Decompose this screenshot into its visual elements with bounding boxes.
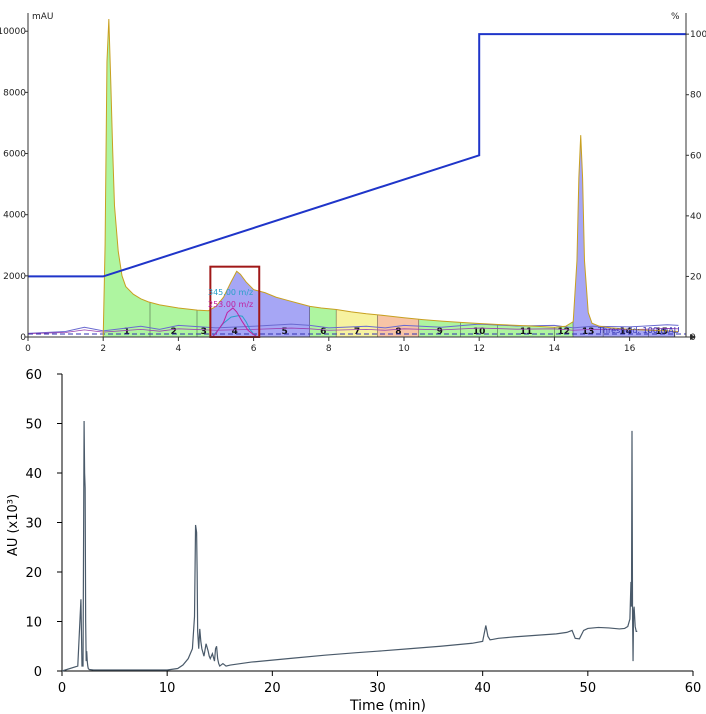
fraction-area-1 — [103, 26, 151, 337]
left-axis-unit-label: mAU — [32, 12, 54, 22]
bottom-x-tick-label-3: 30 — [369, 681, 386, 696]
left-y-tick-label-0: 0 — [20, 333, 26, 343]
left-y-tick-label-5: 10000 — [0, 27, 26, 37]
analytical-chromatogram-panel: 0 10 20 30 40 50 60 0 10 20 30 40 50 60 Time (min) AU… — [6, 368, 701, 714]
fraction-label-15: 15 — [655, 327, 668, 337]
fraction-label-14: 14 — [620, 327, 633, 337]
uv-trace-line — [102, 18, 679, 338]
bottom-y-tick-label-6: 60 — [25, 368, 42, 383]
threshold-annotation: Threshold: 100 mAU — [597, 326, 680, 335]
left-y-tick-label-4: 8000 — [3, 88, 26, 98]
trace-layer — [27, 18, 686, 338]
fraction-area-4 — [210, 271, 260, 337]
bottom-x-tick-label-6: 60 — [685, 681, 702, 696]
bottom-y-tick-label-2: 20 — [25, 566, 42, 581]
x-tick-label-2: 4 — [176, 344, 182, 354]
right-y-tick-label-1: 20 — [690, 272, 702, 282]
x-axis-arrow — [690, 334, 696, 340]
baseline-trace-line — [27, 323, 679, 334]
x-tick-label-5: 10 — [398, 344, 410, 354]
fraction-area-2 — [150, 302, 198, 337]
bottom-x-tick-label-2: 20 — [264, 681, 281, 696]
fraction-label-10: 10 — [473, 327, 486, 337]
right-y-tick-label-5: 100 — [690, 30, 706, 40]
bottom-y-tick-label-3: 30 — [25, 517, 42, 532]
bottom-x-tick-label-1: 10 — [159, 681, 176, 696]
gradient-percent-line — [28, 33, 686, 278]
right-y-tick-label-3: 60 — [690, 151, 702, 161]
fraction-label-3: 3 — [201, 327, 207, 337]
fraction-regions: 1 2 3 4 5 6 7 8 9 10 11 12 13 14 15 — [103, 26, 676, 337]
fraction-label-1: 1 — [124, 327, 130, 337]
prep-chromatogram-panel: 1 2 3 4 5 6 7 8 9 10 11 12 13 14 15 0 2 4 6 8 10 12 14 1602000… — [0, 12, 706, 354]
bottom-trace-layer — [61, 421, 638, 672]
fraction-area-13 — [573, 135, 604, 337]
fraction-area-9 — [419, 319, 461, 337]
left-y-tick-label-1: 2000 — [3, 272, 26, 282]
x-tick-label-8: 16 — [624, 344, 636, 354]
fraction-label-5: 5 — [281, 327, 287, 337]
bottom-y-axis-title: AU (x10³) — [6, 494, 21, 556]
bottom-y-tick-label-5: 50 — [25, 418, 42, 433]
x-tick-label-7: 14 — [549, 344, 561, 354]
fraction-label-4: 4 — [232, 327, 238, 337]
fraction-area-10 — [460, 322, 498, 337]
baseline-trace-line-secondary — [27, 327, 679, 334]
right-y-tick-label-4: 80 — [690, 91, 702, 101]
bottom-y-tick-label-1: 10 — [25, 616, 42, 631]
bottom-x-axis-title: Time (min) — [349, 698, 426, 714]
x-tick-label-6: 12 — [473, 344, 484, 354]
fraction-label-12: 12 — [558, 327, 571, 337]
top-axes: 0 2 4 6 8 10 12 14 16020004000600080001000002040… — [0, 13, 706, 354]
ms-345-annotation: 345.00 m/z — [208, 288, 253, 297]
bottom-x-tick-label-4: 40 — [474, 681, 491, 696]
fraction-label-2: 2 — [171, 327, 177, 337]
left-y-tick-label-3: 6000 — [3, 150, 26, 160]
fraction-label-7: 7 — [354, 327, 360, 337]
ms-253-annotation: 253.00 m/z — [208, 300, 253, 309]
bottom-x-tick-label-5: 50 — [580, 681, 597, 696]
bottom-y-tick-label-4: 40 — [25, 467, 42, 482]
x-tick-label-4: 8 — [326, 344, 332, 354]
fraction-label-9: 9 — [437, 327, 443, 337]
left-y-tick-label-2: 4000 — [3, 211, 26, 221]
right-y-tick-label-0: 0 — [690, 333, 696, 343]
fraction-label-13: 13 — [582, 327, 595, 337]
right-y-tick-label-2: 40 — [690, 212, 702, 222]
x-tick-label-1: 2 — [100, 344, 106, 354]
bottom-axes: 0 10 20 30 40 50 60 0 10 20 30 40 50 60 — [25, 368, 701, 696]
ms-253-trace-line — [211, 307, 258, 338]
right-axis-unit-label: % — [671, 12, 680, 22]
x-tick-label-0: 0 — [25, 344, 31, 354]
fraction-label-6: 6 — [320, 327, 326, 337]
bottom-y-tick-label-0: 0 — [34, 665, 42, 680]
fraction-label-8: 8 — [395, 327, 401, 337]
x-tick-label-3: 6 — [251, 344, 257, 354]
chromatogram-series-line — [61, 421, 638, 672]
fraction-label-11: 11 — [520, 327, 533, 337]
bottom-x-tick-label-0: 0 — [58, 681, 66, 696]
